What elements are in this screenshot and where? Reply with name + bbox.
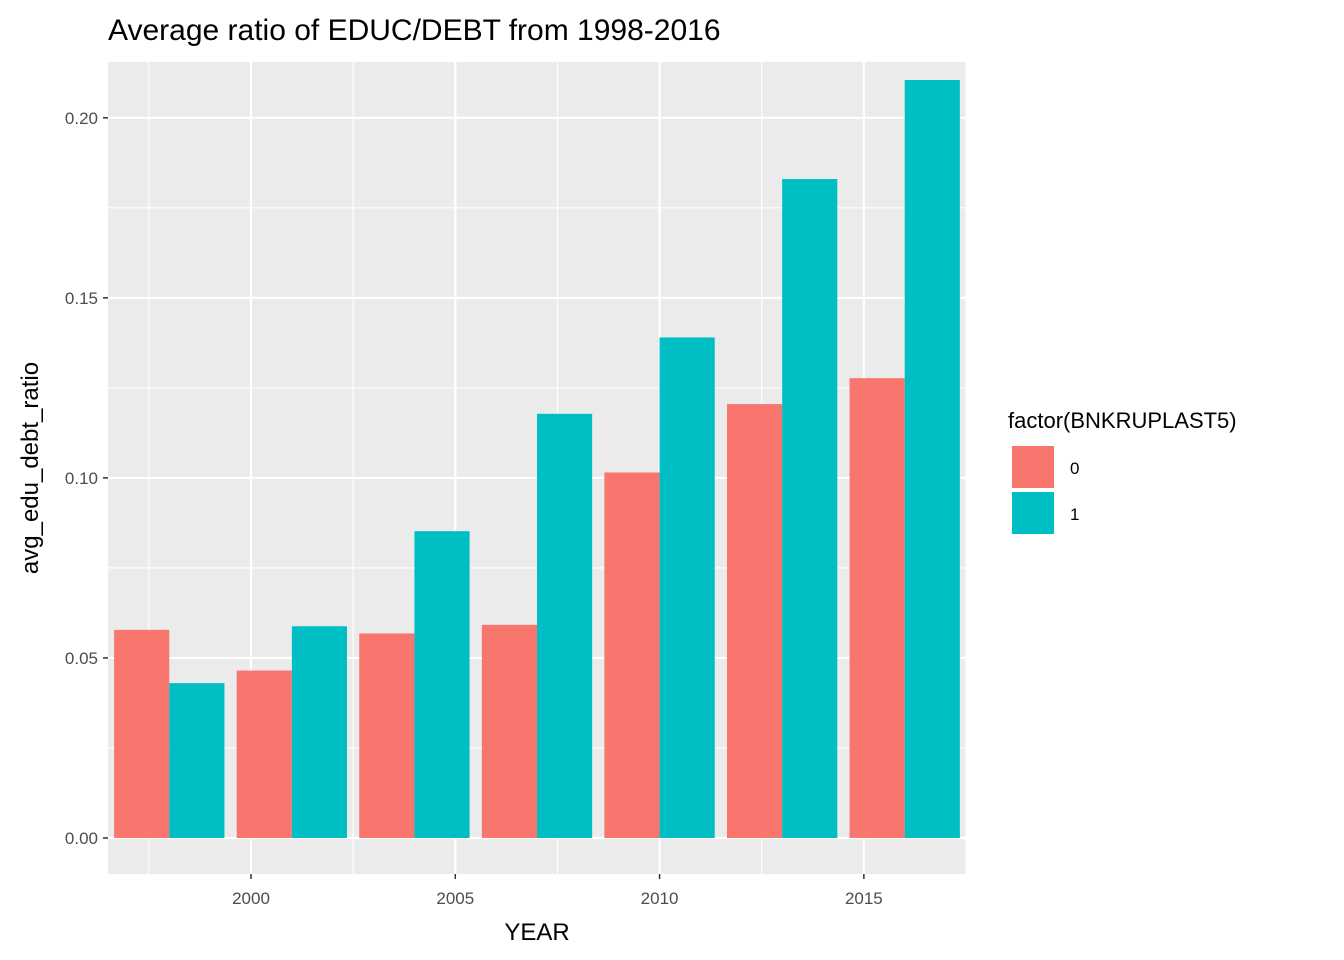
bar-series-0-2013 — [726, 404, 783, 838]
bar-series-1-2013 — [782, 179, 838, 838]
bar-series-1-2010 — [659, 337, 715, 838]
x-axis-title: YEAR — [504, 919, 569, 946]
x-tick-label: 2005 — [436, 889, 474, 908]
bar-series-0-2004 — [359, 633, 415, 838]
y-axis-ticks: 0.00 0.05 0.10 0.15 0.20 — [65, 109, 108, 848]
legend: factor(BNKRUPLAST5) 01 — [1008, 408, 1237, 534]
x-tick-label: 2010 — [641, 889, 679, 908]
bar-series-1-2007 — [537, 413, 593, 838]
bar-series-1-2004 — [414, 531, 470, 838]
x-tick-label: 2015 — [845, 889, 883, 908]
legend-swatch-1 — [1012, 492, 1054, 534]
bar-series-0-1998 — [114, 629, 170, 838]
y-tick-label: 0.10 — [65, 469, 98, 488]
y-axis-title: avg_edu_debt_ratio — [17, 362, 44, 574]
x-axis-ticks: 2000 2005 2010 2015 — [232, 874, 883, 908]
bar-series-0-2007 — [481, 624, 537, 838]
y-tick-label: 0.05 — [65, 649, 98, 668]
y-tick-label: 0.00 — [65, 829, 98, 848]
legend-title: factor(BNKRUPLAST5) — [1008, 408, 1237, 433]
bars — [114, 80, 960, 838]
bar-series-0-2010 — [604, 472, 660, 838]
y-tick-label: 0.20 — [65, 109, 98, 128]
chart-title: Average ratio of EDUC/DEBT from 1998-201… — [108, 14, 721, 47]
x-tick-label: 2000 — [232, 889, 270, 908]
legend-swatch-0 — [1012, 446, 1054, 488]
bar-series-1-1998 — [169, 683, 225, 838]
bar-series-1-2001 — [291, 626, 348, 838]
legend-label-0: 0 — [1070, 459, 1079, 478]
legend-items: 01 — [1012, 446, 1079, 534]
bar-series-0-2016 — [849, 378, 905, 838]
bar-series-1-2016 — [904, 80, 960, 838]
legend-label-1: 1 — [1070, 505, 1079, 524]
y-tick-label: 0.15 — [65, 289, 98, 308]
bar-series-0-2001 — [236, 670, 292, 838]
